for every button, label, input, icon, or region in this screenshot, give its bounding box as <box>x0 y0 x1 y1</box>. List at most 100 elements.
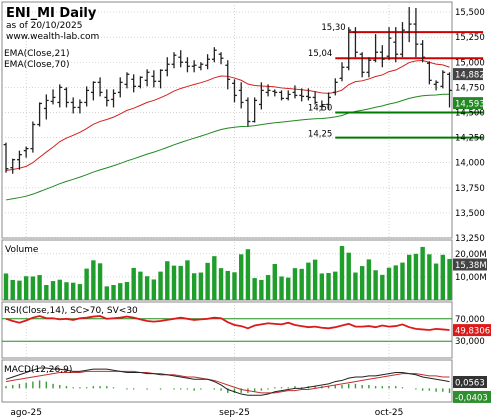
volume-bar <box>386 267 392 300</box>
price-bar <box>346 27 352 71</box>
price-bar <box>285 90 291 101</box>
price-bar <box>205 54 210 70</box>
volume-bar <box>198 272 204 300</box>
volume-bar <box>319 273 325 300</box>
volume-bar <box>97 263 103 300</box>
price-bar <box>178 50 184 68</box>
macd-value-box <box>453 375 487 388</box>
volume-bar <box>37 275 42 300</box>
volume-bar <box>17 280 22 300</box>
volume-bar <box>447 258 452 300</box>
price-bar <box>379 45 385 68</box>
volume-bar <box>239 254 244 300</box>
price-bar <box>138 76 143 89</box>
x-tick-label-0: ago-25 <box>10 408 42 418</box>
rsi-tick-label-0: 70,000 <box>455 315 485 325</box>
ema70-legend: EMA(Close,70) <box>4 60 69 70</box>
price-bar <box>23 146 29 158</box>
axis-layer: 15,500 15,250 15,000 14,750 14,500 14,250 14,0… <box>10 8 491 418</box>
price-bar <box>185 57 190 73</box>
volume-bar <box>71 282 76 300</box>
volume-value-label: 15,38M <box>455 261 487 271</box>
x-tick-label-2: oct-25 <box>375 408 404 418</box>
volume-bar <box>50 281 56 300</box>
volume-label: Volume <box>5 245 39 255</box>
volume-bar <box>191 273 197 300</box>
volume-bar <box>339 246 345 300</box>
price-bar <box>90 81 96 101</box>
price-bar <box>144 69 150 87</box>
volume-bar <box>353 272 358 300</box>
price-tick-label-2: 15,000 <box>455 58 485 68</box>
price-tick-label-9: 13,250 <box>455 234 485 244</box>
volume-bar <box>118 283 123 300</box>
price-bar <box>111 89 116 108</box>
volume-bar <box>77 284 83 300</box>
price-bar <box>353 27 358 58</box>
volume-bar <box>299 268 304 300</box>
price-bar <box>158 69 163 89</box>
price-bar <box>326 92 331 110</box>
volume-bar <box>218 268 224 300</box>
volume-bar <box>23 276 29 300</box>
price-bar <box>37 102 42 127</box>
price-bar <box>359 52 365 78</box>
price-bar <box>258 82 264 110</box>
volume-bar <box>265 275 271 300</box>
volume-bar <box>91 260 96 300</box>
volume-bar <box>373 270 378 300</box>
volume-bar <box>380 274 385 300</box>
volume-bar <box>366 259 372 300</box>
level-label-2: 14,50 <box>308 103 332 113</box>
price-bar <box>117 77 123 98</box>
macd-signal-line <box>5 370 450 394</box>
volume-bar <box>84 268 89 300</box>
price-bar <box>30 121 36 153</box>
price-tick-label-3: 14,750 <box>455 83 485 93</box>
volume-bar <box>333 271 338 300</box>
volume-bar <box>245 249 251 300</box>
price-tick-label-7: 13,750 <box>455 184 485 194</box>
price-bar <box>386 27 392 61</box>
price-bar <box>50 89 56 105</box>
volume-bar <box>292 268 298 300</box>
macd-layer <box>5 367 451 396</box>
price-bar <box>426 61 432 85</box>
price-tick-label-1: 15,250 <box>455 33 485 43</box>
volume-bar <box>10 279 15 300</box>
price-tick-label-5: 14,250 <box>455 134 485 144</box>
price-bar <box>306 88 311 101</box>
price-bar <box>131 74 137 93</box>
level-label-1: 15,04 <box>308 49 332 59</box>
price-bar <box>43 94 49 120</box>
price-tick-label-4: 14,500 <box>455 108 485 118</box>
volume-bar <box>286 277 291 300</box>
volume-bar <box>205 262 210 300</box>
macd-hist-value-label: -0,0403 <box>455 393 488 403</box>
volume-bar <box>279 276 284 300</box>
price-panel <box>1 1 453 239</box>
chart-title: ENI_MI Daily <box>6 6 97 21</box>
price-bar <box>232 79 237 103</box>
volume-bar <box>178 265 183 300</box>
volume-bar <box>144 276 150 300</box>
volume-bar <box>158 271 163 300</box>
price-layer: 15,30 15,04 14,50 14,25 <box>3 7 484 201</box>
price-bar <box>17 150 22 170</box>
volume-bar <box>413 253 419 300</box>
volume-bar <box>104 286 109 300</box>
price-bar <box>252 97 258 123</box>
price-tick-label-6: 14,000 <box>455 159 485 169</box>
price-bar <box>279 90 284 101</box>
price-bar <box>211 47 217 63</box>
price-bar <box>447 72 452 108</box>
volume-value-box <box>453 258 487 271</box>
rsi-tick-label-1: 30,000 <box>455 337 485 347</box>
price-bar <box>319 100 325 111</box>
price-bar <box>3 142 9 173</box>
volume-bar <box>111 285 116 300</box>
price-bar <box>238 82 244 109</box>
price-bar <box>10 158 16 174</box>
